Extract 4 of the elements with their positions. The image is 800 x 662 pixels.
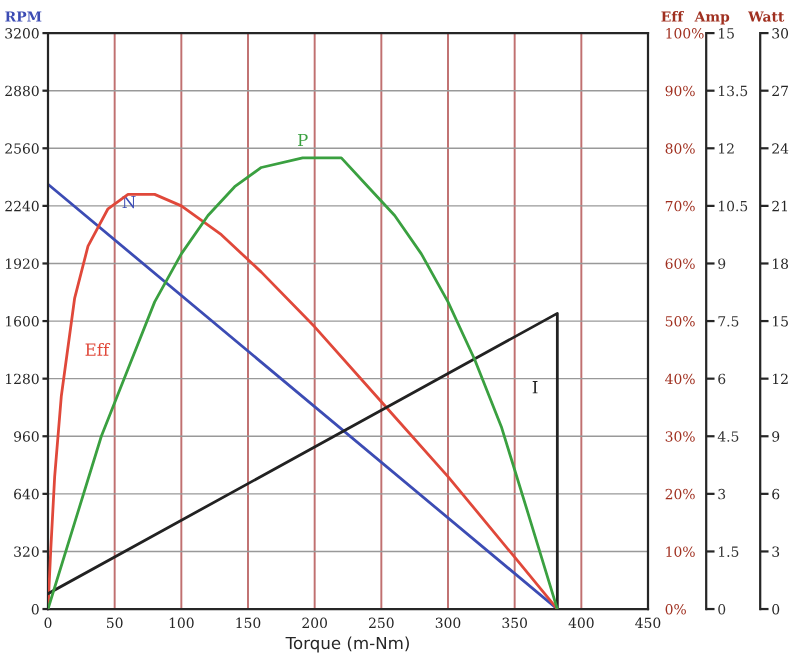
series-label: P	[297, 133, 308, 147]
series-label: I	[532, 381, 538, 394]
x-axis-title: Torque (m-Nm)	[285, 636, 409, 653]
series-label: Eff	[85, 343, 111, 356]
